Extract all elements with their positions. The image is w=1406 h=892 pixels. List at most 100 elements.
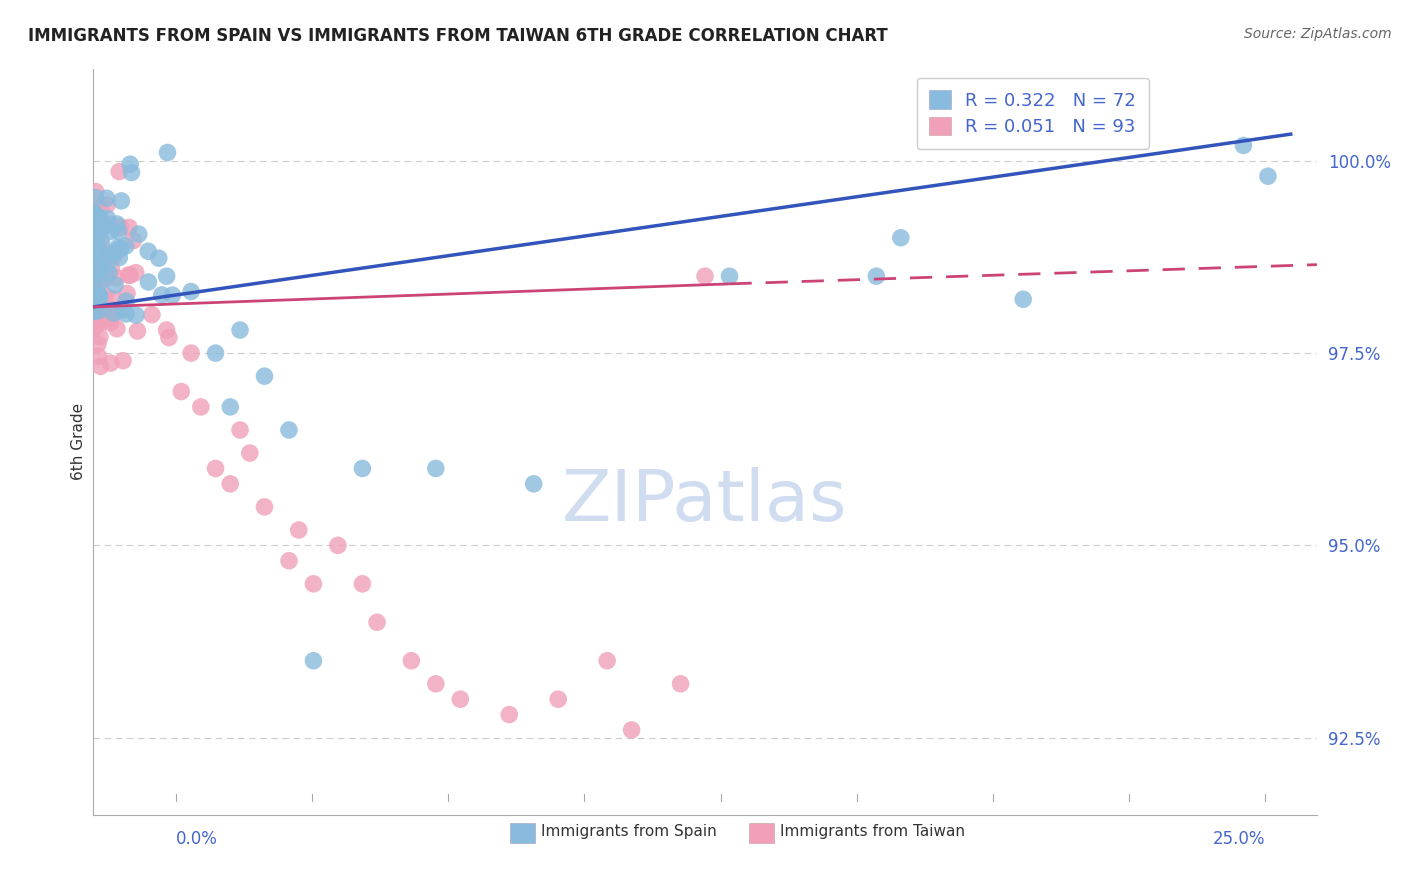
Point	[425, 677, 447, 691]
Point	[86, 273, 108, 287]
Point	[110, 219, 132, 234]
Point	[89, 211, 111, 225]
Point	[87, 310, 110, 325]
Point	[155, 269, 177, 284]
Point	[89, 275, 111, 289]
Point	[180, 285, 202, 299]
Point	[121, 165, 143, 179]
Point	[83, 317, 105, 331]
Point	[128, 227, 150, 241]
Point	[84, 190, 107, 204]
Point	[204, 346, 226, 360]
Point	[83, 264, 105, 278]
Point	[120, 157, 142, 171]
Point	[118, 220, 141, 235]
Point	[84, 271, 107, 285]
Point	[239, 446, 262, 460]
Point	[122, 234, 145, 248]
Point	[83, 252, 105, 266]
Point	[366, 615, 388, 630]
Point	[219, 476, 242, 491]
Point	[90, 248, 112, 262]
Point	[105, 217, 128, 231]
Point	[127, 324, 149, 338]
Point	[97, 265, 120, 279]
Point	[302, 654, 325, 668]
Point	[425, 461, 447, 475]
Point	[100, 224, 122, 238]
Point	[83, 260, 105, 275]
Point	[278, 554, 301, 568]
Point	[87, 223, 110, 237]
Point	[89, 359, 111, 374]
Point	[302, 577, 325, 591]
Point	[115, 307, 138, 321]
Point	[86, 235, 108, 250]
Point	[87, 273, 110, 287]
Point	[84, 299, 107, 313]
Point	[287, 523, 309, 537]
Point	[90, 235, 112, 250]
Point	[155, 323, 177, 337]
Point	[96, 191, 118, 205]
Point	[96, 258, 118, 272]
Point	[157, 330, 180, 344]
Point	[596, 654, 619, 668]
Point	[352, 577, 374, 591]
Point	[83, 206, 105, 220]
Point	[89, 267, 111, 281]
Point	[498, 707, 520, 722]
Point	[204, 461, 226, 475]
Point	[1257, 169, 1279, 184]
Point	[89, 288, 111, 302]
Point	[83, 207, 105, 221]
Text: ZIPatlas: ZIPatlas	[562, 467, 848, 536]
Point	[523, 476, 546, 491]
Point	[84, 261, 107, 276]
Point	[125, 266, 148, 280]
Point	[84, 281, 107, 295]
Point	[620, 723, 643, 737]
Point	[100, 310, 122, 325]
Point	[83, 261, 105, 276]
Point	[150, 288, 173, 302]
Point	[84, 215, 107, 229]
Point	[87, 337, 110, 351]
Point	[110, 194, 132, 208]
Point	[326, 538, 349, 552]
Point	[115, 294, 138, 309]
Point	[90, 274, 112, 288]
Point	[84, 274, 107, 288]
Point	[229, 423, 252, 437]
Point	[100, 316, 122, 330]
Point	[219, 400, 242, 414]
Point	[110, 242, 132, 256]
Text: 0.0%: 0.0%	[176, 830, 218, 847]
Point	[105, 270, 128, 285]
Point	[865, 269, 887, 284]
Point	[138, 275, 160, 289]
Point	[86, 288, 108, 302]
Point	[253, 500, 276, 514]
Point	[93, 219, 115, 234]
Point	[108, 251, 131, 265]
Point	[84, 201, 107, 215]
Point	[97, 211, 120, 226]
Point	[87, 304, 110, 318]
Point	[125, 308, 148, 322]
Point	[98, 309, 121, 323]
Point	[107, 224, 129, 238]
Point	[100, 261, 122, 276]
Point	[84, 226, 107, 240]
Point	[83, 321, 105, 335]
Point	[107, 240, 129, 254]
Point	[96, 198, 118, 212]
Point	[89, 289, 111, 303]
Point	[105, 322, 128, 336]
Point	[100, 356, 122, 370]
Y-axis label: 6th Grade: 6th Grade	[72, 403, 86, 480]
Point	[170, 384, 193, 399]
Point	[84, 185, 107, 199]
Point	[1232, 138, 1254, 153]
Point	[86, 294, 108, 309]
